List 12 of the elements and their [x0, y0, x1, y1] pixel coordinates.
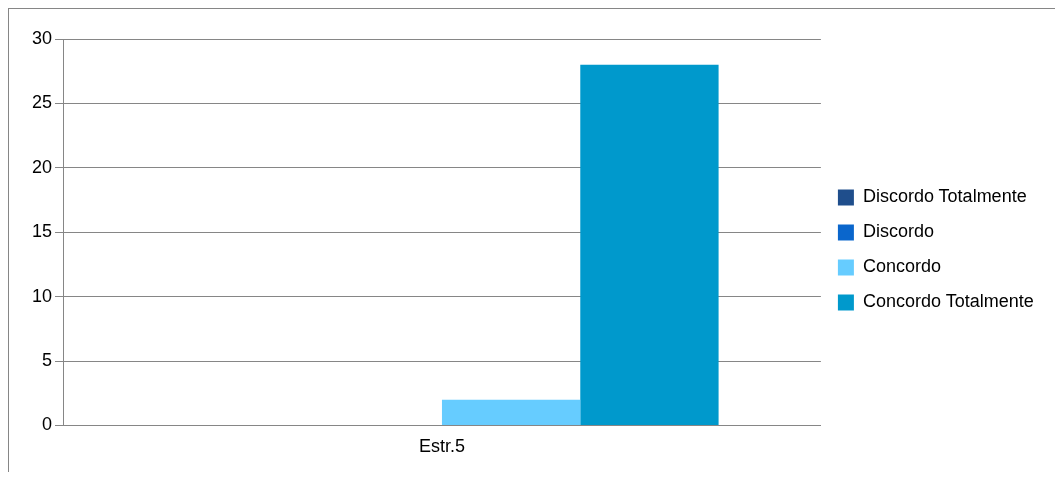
y-tick-label: 10 [31, 285, 53, 306]
y-tick-label: 20 [31, 156, 53, 177]
legend-label: Discordo [862, 221, 934, 242]
legend-label: Concordo Totalmente [862, 291, 1034, 312]
y-tick-label: 30 [31, 27, 53, 48]
x-tick-label: Estr.5 [418, 436, 465, 457]
y-tick-label: 25 [31, 92, 53, 113]
y-tick-label: 15 [31, 221, 53, 242]
y-tick-label: 0 [42, 414, 53, 435]
y-tick-label: 5 [42, 349, 53, 370]
legend-label: Discordo Totalmente [862, 186, 1027, 207]
legend-label: Concordo [862, 256, 941, 277]
